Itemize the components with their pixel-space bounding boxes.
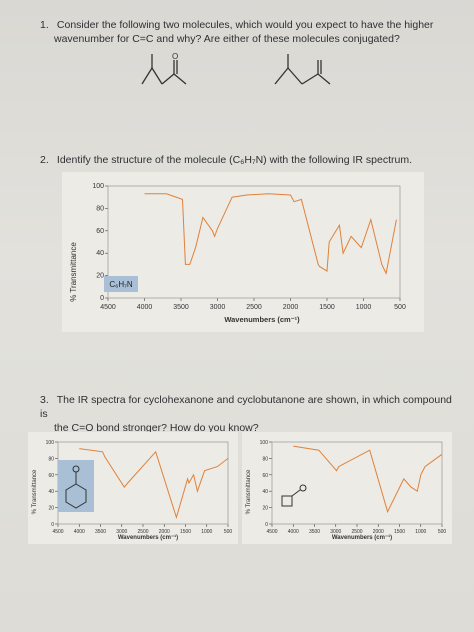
question-1: 1. Consider the following two molecules,… — [40, 18, 460, 46]
q1-line1: Consider the following two molecules, wh… — [56, 19, 434, 31]
ir-spectrum-chart-q2: % Transmittance Wavenumbers (cm⁻¹) 100 80… — [69, 183, 406, 324]
q2-xtick-label: 2000 — [283, 304, 299, 311]
q3-right-xtick-label: 4000 — [288, 529, 299, 535]
q3-line2: the C=O bond stronger? How do you know? — [54, 422, 259, 434]
q2-xtick-label: 1000 — [356, 304, 372, 311]
q3-right-spectrum-line — [293, 445, 443, 514]
q3-right-ytick-label: 0 — [265, 522, 268, 528]
q2-xtick-label: 3500 — [173, 304, 189, 311]
q2-xtick-label: 1500 — [319, 304, 335, 311]
q3-left-ylabel: % Transmittance — [32, 469, 38, 514]
ir-spectrum-chart-cyclohexanone: % Transmittance Wavenumbers (cm⁻¹) 100 80… — [32, 440, 233, 541]
ir-spectrum-chart-cyclobutanone: % Transmittance Wavenumbers (cm⁻¹) 100 80… — [246, 440, 447, 541]
q3-left-xtick-label: 4000 — [74, 529, 85, 535]
q3-left-ytick-label: 60 — [48, 473, 54, 479]
q3-right-xtick-label: 3500 — [309, 529, 320, 535]
q3-right-ytick-label: 80 — [262, 456, 268, 462]
q2-ytick-label: 100 — [92, 183, 104, 190]
q3-left-ytick-label: 80 — [48, 456, 54, 462]
q3-left-xtick-label: 2000 — [159, 529, 170, 535]
q2-xlabel: Wavenumbers (cm⁻¹) — [224, 315, 300, 324]
q3-left-ytick-label: 100 — [46, 440, 55, 446]
q3-right-ytick-label: 40 — [262, 489, 268, 495]
q3-right-xtick-label: 2000 — [373, 529, 384, 535]
q3-right-xtick-label: 1500 — [394, 529, 405, 535]
q3-right-ylabel: % Transmittance — [246, 469, 252, 514]
cyclohexanone-inset — [58, 460, 94, 512]
cyclohexanone-oxygen — [72, 465, 80, 473]
q3-right-xtick-label: 3000 — [330, 529, 341, 535]
q3-left-spectrum-line — [79, 448, 229, 520]
q3-left-xtick-label: 500 — [224, 529, 233, 535]
cyclohexanone-inset-bg — [58, 460, 94, 512]
q3-right-plot-frame — [271, 441, 443, 525]
q2-ylabel: % Transmittance — [69, 242, 78, 302]
q3-right-ytick-label: 100 — [260, 440, 269, 446]
q3-left-xtick-label: 1000 — [201, 529, 212, 535]
q3-number: 3. — [40, 394, 49, 406]
q1-line2: wavenumber for C=C and why? Are either o… — [54, 33, 400, 45]
q2-ytick-label: 60 — [96, 228, 104, 235]
q2-ytick-label: 0 — [100, 295, 104, 302]
cyclobutanone-oxygen — [299, 484, 307, 492]
ir-spectrum-panel-cyclobutanone: % Transmittance Wavenumbers (cm⁻¹) 100 80… — [242, 432, 452, 544]
q2-xtick-label: 4000 — [137, 304, 153, 311]
alkene-molecule — [274, 54, 331, 85]
cyclobutanone-inset — [274, 484, 310, 512]
q3-left-xtick-label: 4500 — [52, 529, 63, 535]
q3-left-xtick-label: 2500 — [137, 529, 148, 535]
q3-left-xlabel: Wavenumbers (cm⁻¹) — [118, 534, 178, 541]
ir-spectrum-panel-cyclohexanone: % Transmittance Wavenumbers (cm⁻¹) 100 80… — [28, 432, 238, 544]
formula-box-bg — [104, 276, 138, 292]
q2-ytick-label: 40 — [96, 250, 104, 257]
q1-number: 1. — [40, 19, 49, 31]
q3-left-ytick-label: 0 — [51, 522, 54, 528]
q3-right-xlabel: Wavenumbers (cm⁻¹) — [332, 534, 392, 541]
cyclobutanone-ring — [281, 495, 293, 507]
carbonyl-oxygen-label: O — [172, 52, 178, 61]
question-3: 3. The IR spectra for cyclohexanone and … — [40, 393, 460, 435]
q2-xtick-label: 4500 — [100, 304, 116, 311]
cyclohexanone-ring — [65, 483, 87, 509]
enone-molecule: O — [141, 52, 187, 85]
q3-right-xtick-label: 2500 — [351, 529, 362, 535]
q3-left-ytick-label: 40 — [48, 489, 54, 495]
q2-xtick-label: 500 — [394, 304, 406, 311]
formula-box: C₆H₇N — [104, 276, 138, 292]
q3-left-xtick-label: 1500 — [180, 529, 191, 535]
q3-right-xtick-label: 500 — [438, 529, 447, 535]
q3-right-xtick-label: 1000 — [415, 529, 426, 535]
ir-spectrum-panel-q2: % Transmittance Wavenumbers (cm⁻¹) 100 80… — [62, 172, 424, 332]
q3-left-xtick-label: 3000 — [116, 529, 127, 535]
q3-line1: The IR spectra for cyclohexanone and cyc… — [40, 394, 452, 420]
q3-right-xtick-label: 4500 — [266, 529, 277, 535]
molecule-drawings: O — [141, 52, 331, 85]
q2-text: Identify the structure of the molecule (… — [56, 154, 412, 166]
q2-spectrum-line — [144, 193, 397, 275]
formula-label: C₆H₇N — [109, 280, 133, 289]
q2-xtick-label: 3000 — [210, 304, 226, 311]
question-2: 2. Identify the structure of the molecul… — [40, 153, 460, 167]
q2-plot-frame — [107, 185, 401, 299]
q2-number: 2. — [40, 154, 49, 166]
cyclobutanone-carbonyl-bond — [291, 489, 301, 497]
q2-xtick-label: 2500 — [246, 304, 262, 311]
q3-left-xtick-label: 3500 — [95, 529, 106, 535]
q3-right-ytick-label: 20 — [262, 506, 268, 512]
q3-right-ytick-label: 60 — [262, 473, 268, 479]
q3-left-ytick-label: 20 — [48, 506, 54, 512]
q2-ytick-label: 20 — [96, 273, 104, 280]
q2-ytick-label: 80 — [96, 205, 104, 212]
